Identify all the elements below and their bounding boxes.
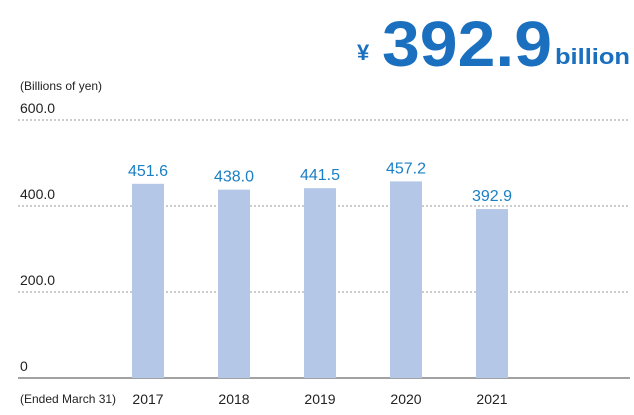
bar: [476, 209, 508, 378]
headline-value: 392.9: [382, 8, 552, 80]
x-tick-label: 2019: [304, 391, 335, 407]
bar: [132, 183, 164, 378]
bar: [304, 188, 336, 378]
bar: [390, 181, 422, 378]
data-label: 438.0: [214, 169, 254, 186]
data-label: 392.9: [472, 188, 512, 205]
y-tick-label: 400.0: [20, 186, 55, 202]
data-label: 457.2: [386, 160, 426, 177]
y-tick-label: 0: [20, 358, 28, 374]
x-axis-label: (Ended March 31): [20, 392, 116, 406]
headline-unit: billion: [555, 44, 630, 69]
bar: [218, 189, 250, 378]
x-tick-label: 2021: [476, 391, 507, 407]
headline-prefix: ¥: [357, 40, 370, 65]
x-tick-label: 2020: [390, 391, 421, 407]
y-tick-label: 600.0: [20, 100, 55, 116]
data-label: 441.5: [300, 167, 340, 184]
data-label: 451.6: [128, 163, 168, 180]
y-tick-label: 200.0: [20, 272, 55, 288]
x-tick-label: 2017: [132, 391, 163, 407]
y-axis-label: (Billions of yen): [20, 79, 102, 93]
x-tick-label: 2018: [218, 391, 249, 407]
